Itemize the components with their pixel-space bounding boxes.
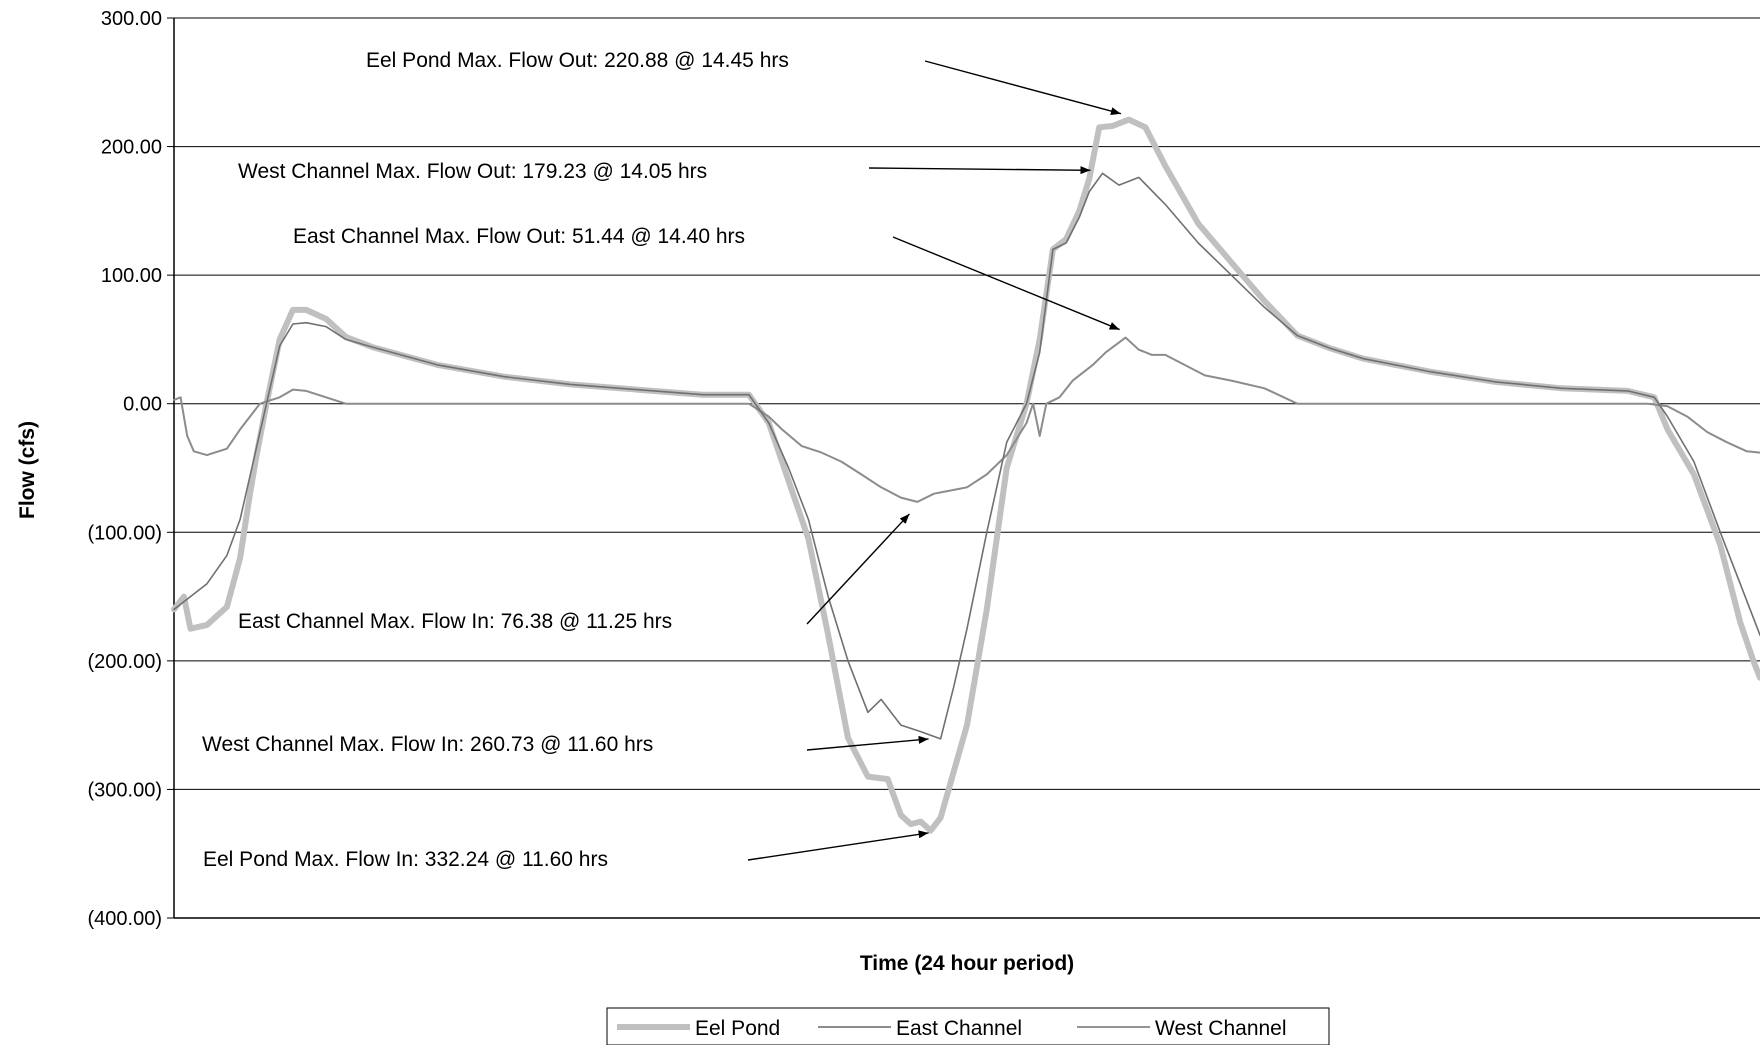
y-tick-label: (200.00) — [88, 651, 163, 673]
legend-label-west-channel: West Channel — [1155, 1017, 1287, 1040]
y-tick-label: 200.00 — [101, 137, 162, 159]
annotation-east-channel-max-in: East Channel Max. Flow In: 76.38 @ 11.25… — [238, 610, 672, 633]
east-channel-line — [173, 336, 1760, 503]
annotation-eel-pond-max-in-arrow — [747, 830, 929, 861]
y-axis-title: Flow (cfs) — [16, 421, 39, 519]
y-tick-label: (100.00) — [88, 522, 163, 544]
annotation-west-channel-max-in-arrow — [806, 735, 929, 751]
annotation-west-channel-max-out-arrow — [868, 166, 1091, 175]
y-tick-label: (400.00) — [88, 908, 163, 930]
annotation-east-channel-max-out: East Channel Max. Flow Out: 51.44 @ 14.4… — [293, 225, 745, 248]
y-tick-label: 0.00 — [123, 394, 162, 416]
annotation-east-channel-max-in-arrow — [806, 513, 910, 625]
y-tick-label: (300.00) — [88, 779, 163, 801]
y-tick-labels: 300.00 200.00 100.00 0.00 (100.00) (200.00) (3… — [88, 8, 174, 930]
annotation-west-channel-max-out: West Channel Max. Flow Out: 179.23 @ 14.… — [238, 160, 707, 183]
annotation-eel-pond-max-out: Eel Pond Max. Flow Out: 220.88 @ 14.45 h… — [366, 49, 789, 72]
legend: Eel Pond East Channel West Channel — [606, 1007, 1330, 1045]
annotations: Eel Pond Max. Flow Out: 220.88 @ 14.45 h… — [202, 49, 1122, 871]
west-channel-line — [173, 172, 1760, 740]
annotation-eel-pond-max-out-arrow — [924, 60, 1122, 115]
annotation-eel-pond-max-in: Eel Pond Max. Flow In: 332.24 @ 11.60 hr… — [203, 848, 608, 871]
annotation-west-channel-max-in: West Channel Max. Flow In: 260.73 @ 11.6… — [202, 733, 653, 756]
annotation-east-channel-max-out-arrow — [892, 236, 1120, 331]
legend-box — [606, 1007, 1330, 1045]
series-lines — [171, 116, 1760, 834]
legend-label-east-channel: East Channel — [896, 1017, 1022, 1040]
y-tick-label: 300.00 — [101, 8, 162, 30]
y-tick-label: 100.00 — [101, 265, 162, 287]
axes — [173, 18, 1760, 919]
legend-label-eel-pond: Eel Pond — [695, 1017, 780, 1040]
x-axis-title: Time (24 hour period) — [860, 952, 1074, 975]
